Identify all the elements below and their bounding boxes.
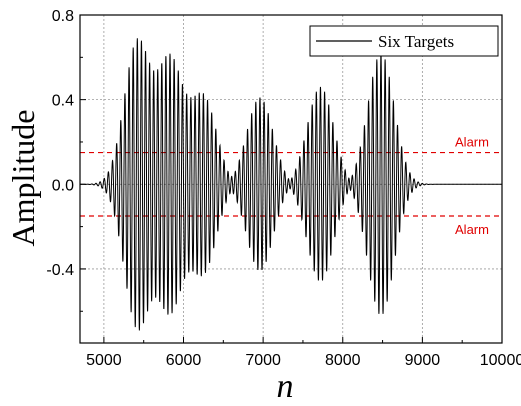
x-tick-label: 9000 (405, 352, 441, 369)
y-tick-label: 0.4 (52, 93, 74, 110)
plot-frame (79, 14, 503, 344)
axis-ticks: 5000 6000 7000 8000 9000 10000 0.8 0.4 0.0 -0.4 (46, 8, 521, 369)
x-tick-label: 6000 (166, 352, 202, 369)
x-tick-label: 8000 (325, 352, 361, 369)
signal-line-six-targets (79, 38, 502, 331)
alarm-thresholds: Alarm Alarm (80, 135, 502, 237)
alarm-label: Alarm (455, 222, 489, 237)
y-axis-title: Amplitude (5, 110, 41, 247)
y-tick-label: -0.4 (46, 262, 74, 279)
legend-label: Six Targets (378, 32, 454, 51)
x-axis-title: n (277, 368, 294, 405)
x-tick-label: 5000 (86, 352, 122, 369)
alarm-label: Alarm (455, 135, 489, 150)
legend: Six Targets (309, 25, 499, 57)
x-tick-label: 10000 (480, 352, 521, 369)
x-tick-label: 7000 (245, 352, 281, 369)
y-tick-label: 0.8 (52, 8, 74, 25)
y-tick-label: 0.0 (52, 177, 74, 194)
signal-series (79, 38, 502, 331)
